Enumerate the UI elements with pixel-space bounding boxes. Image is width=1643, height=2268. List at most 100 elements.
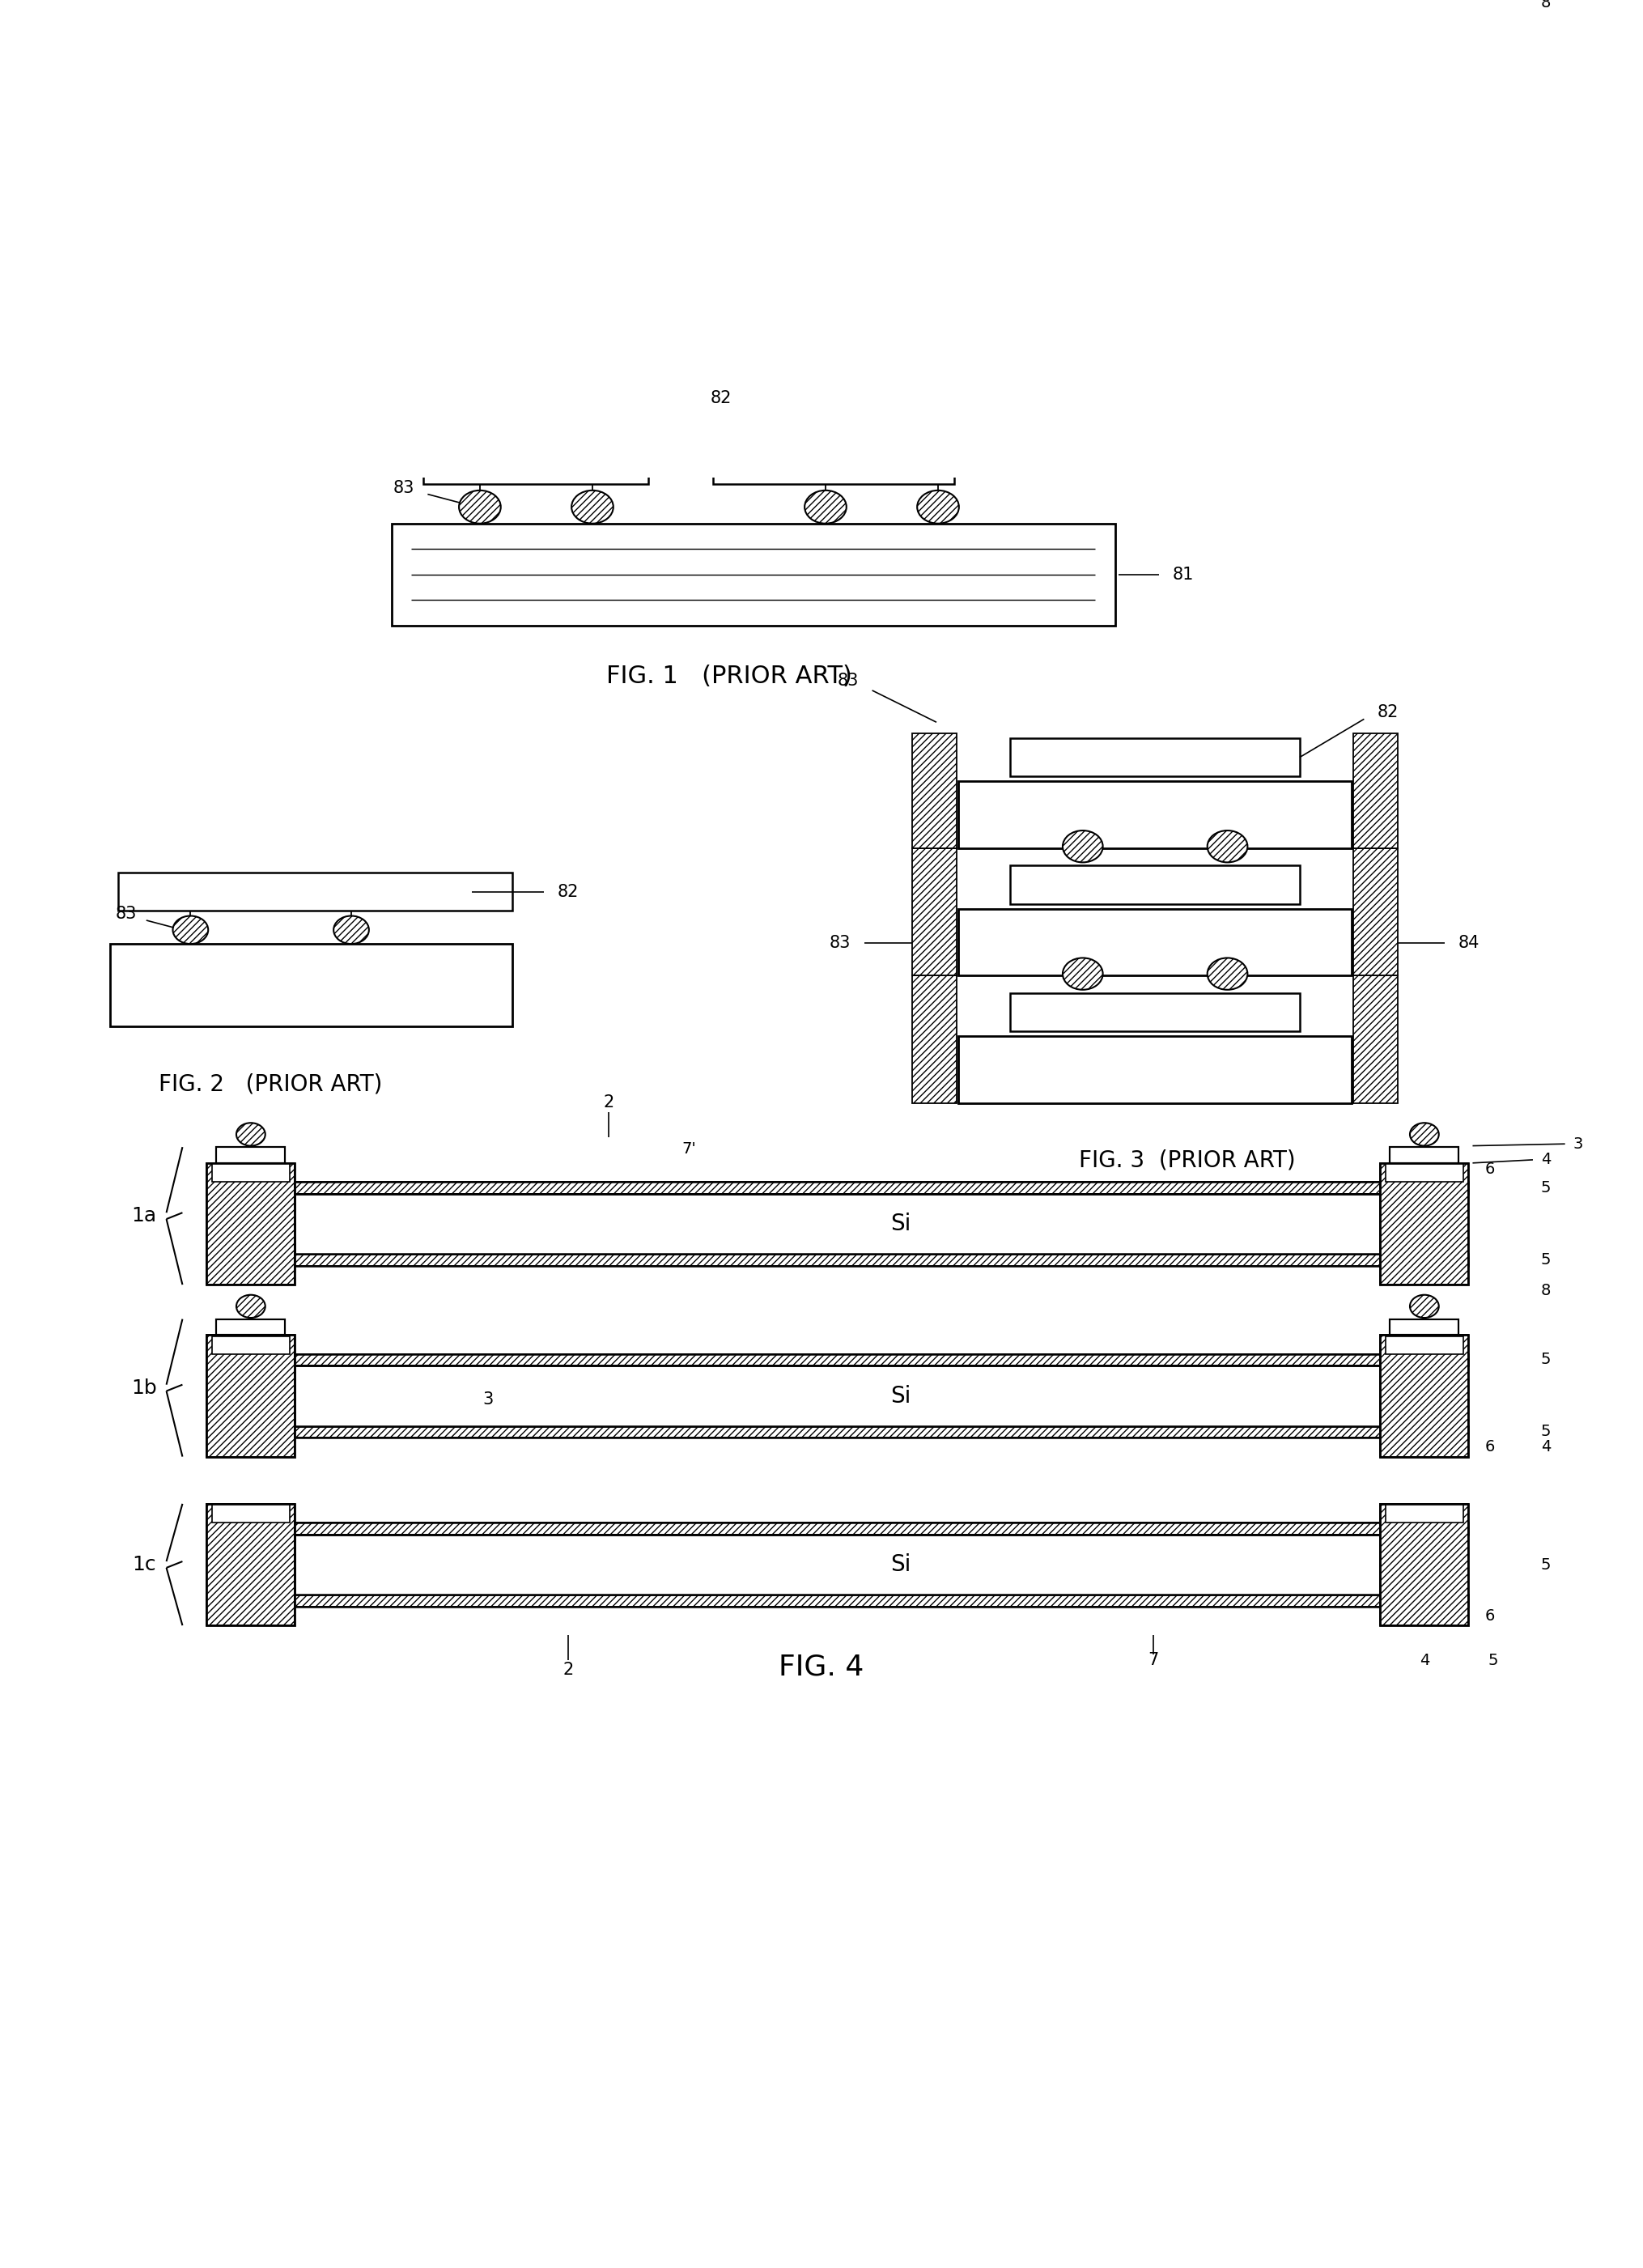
Text: 83: 83 [115,905,136,923]
Circle shape [1410,1123,1439,1145]
Bar [1385,1506,1462,1522]
Text: 82: 82 [1377,705,1398,721]
Bar [296,1254,1380,1266]
Bar [1390,1148,1457,1163]
Circle shape [458,490,501,524]
Bar [207,1504,296,1626]
Text: FIG. 1   (PRIOR ART): FIG. 1 (PRIOR ART) [606,665,853,687]
Circle shape [1208,830,1247,862]
Bar [212,1163,289,1182]
Circle shape [805,490,846,524]
Text: 5: 5 [1541,1558,1551,1572]
Bar [912,848,956,975]
Circle shape [1063,830,1102,862]
Bar [296,1594,1380,1606]
Bar [424,442,649,483]
Bar [207,1594,1469,1606]
Bar [212,1336,289,1354]
Bar [217,1320,284,1336]
Bar [912,733,956,848]
Text: 1b: 1b [131,1379,156,1397]
Bar [207,1522,1469,1535]
Text: 6: 6 [1485,1608,1495,1624]
Text: 6: 6 [1485,1440,1495,1454]
Circle shape [237,1123,265,1145]
Bar [1390,1320,1457,1336]
Bar [1380,1336,1469,1456]
Bar [1010,737,1300,776]
Bar [1354,733,1398,848]
Bar [207,1504,296,1626]
Text: 5: 5 [1541,1179,1551,1195]
Text: Si: Si [891,1386,910,1408]
Text: FIG. 2   (PRIOR ART): FIG. 2 (PRIOR ART) [159,1073,383,1095]
Bar [1390,1320,1457,1336]
Bar [217,1320,284,1336]
Bar [958,1036,1352,1102]
Text: 81: 81 [1173,567,1194,583]
Circle shape [334,916,370,943]
Text: 3: 3 [483,1390,493,1408]
Bar [207,1182,1469,1193]
Text: 5: 5 [1541,1352,1551,1368]
Text: 83: 83 [830,934,851,950]
Text: 2: 2 [603,1095,614,1111]
Text: 84: 84 [1457,934,1479,950]
Bar [296,1193,1380,1254]
Bar [207,1336,296,1456]
Text: 4: 4 [1541,1440,1551,1454]
Bar [391,524,1116,626]
Text: FIG. 3  (PRIOR ART): FIG. 3 (PRIOR ART) [1079,1150,1296,1173]
Bar [1354,848,1398,975]
Circle shape [1208,957,1247,989]
Bar [296,1365,1380,1427]
Text: 5: 5 [1487,1653,1498,1669]
Text: 7': 7' [682,1141,697,1157]
Text: 7: 7 [1148,1653,1158,1669]
Text: 6: 6 [1485,1161,1495,1177]
Bar [958,782,1352,848]
Bar [1010,866,1300,903]
Text: 2: 2 [564,1662,573,1678]
Bar [217,1320,284,1336]
Circle shape [173,916,209,943]
Circle shape [237,1295,265,1318]
Bar [1380,1163,1469,1284]
Text: 83: 83 [393,481,414,497]
Bar [110,943,513,1027]
Bar [296,1535,1380,1594]
Bar [296,1427,1380,1438]
Bar [217,1148,284,1163]
Text: Si: Si [891,1554,910,1576]
Bar [713,442,955,483]
Bar [1380,1504,1469,1626]
Text: 1c: 1c [131,1556,156,1574]
Bar [1385,1336,1462,1354]
Circle shape [572,490,613,524]
Bar [207,1354,1469,1365]
Bar [1390,1148,1457,1163]
Text: 4: 4 [1541,1152,1551,1168]
Text: 5: 5 [1541,1252,1551,1268]
Circle shape [1410,1295,1439,1318]
Text: FIG. 4: FIG. 4 [779,1653,864,1681]
Bar [212,1506,289,1522]
Bar [207,1254,1469,1266]
Bar [207,1163,296,1284]
Text: 4: 4 [1420,1653,1429,1669]
Bar [1385,1163,1462,1182]
Text: 83: 83 [838,674,859,689]
Bar [1354,975,1398,1102]
Text: 5: 5 [1541,1424,1551,1440]
Circle shape [1063,957,1102,989]
Bar [296,1182,1380,1193]
Text: 82: 82 [557,885,578,900]
Bar [1380,1336,1469,1456]
Text: 8: 8 [1541,1284,1551,1297]
Bar [1390,1320,1457,1336]
Bar [118,873,513,912]
Text: 3: 3 [1572,1136,1584,1152]
Text: Si: Si [891,1213,910,1236]
Bar [1380,1163,1469,1284]
Bar [217,1148,284,1163]
